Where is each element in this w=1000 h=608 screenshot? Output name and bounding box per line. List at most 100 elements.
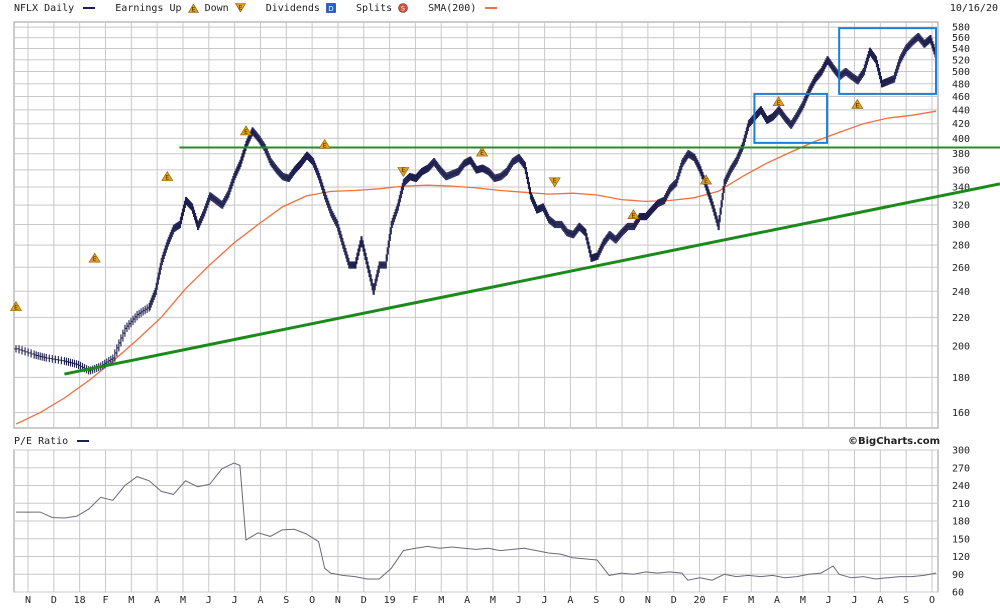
earnings-down-marker: E: [397, 167, 410, 178]
svg-text:E: E: [244, 129, 248, 136]
earnings-up-icon: E: [187, 3, 199, 14]
earnings-up-marker: E: [627, 209, 640, 220]
x-tick-label: S: [593, 595, 599, 606]
x-tick-label: M: [438, 595, 444, 606]
legend-dividends-label: Dividends: [265, 3, 320, 14]
price-y-tick-label: 460: [952, 92, 970, 103]
pe-panel-label: P/E Ratio: [14, 436, 69, 447]
x-tick-label: M: [180, 595, 186, 606]
legend-down-label: Down: [204, 3, 229, 14]
dividends-icon: D: [326, 3, 336, 13]
x-tick-label: J: [542, 595, 548, 606]
x-tick-label: N: [335, 595, 341, 606]
sma200-line: [15, 110, 937, 425]
x-tick-label: M: [748, 595, 754, 606]
legend-earnings: Earnings Up E Down E: [115, 3, 251, 14]
price-y-tick-label: 560: [952, 33, 970, 44]
pe-y-tick-label: 180: [952, 517, 970, 528]
price-y-tick-label: 500: [952, 67, 970, 78]
pe-y-tick-label: 270: [952, 463, 970, 474]
svg-text:E: E: [855, 102, 859, 109]
price-y-tick-label: 320: [952, 201, 970, 212]
svg-text:E: E: [93, 256, 97, 263]
price-y-tick-label: 580: [952, 23, 970, 34]
price-y-tick-label: 440: [952, 105, 970, 116]
price-plot-area: [14, 32, 937, 425]
pe-y-tick-label: 120: [952, 552, 970, 563]
price-y-tick-label: 520: [952, 55, 970, 66]
svg-text:E: E: [323, 142, 327, 149]
pe-ratio-line: [16, 462, 937, 581]
pe-y-tick-label: 60: [952, 588, 964, 599]
svg-text:E: E: [191, 7, 195, 13]
earnings-down-icon: E: [234, 3, 246, 13]
support-trendline: [64, 182, 1000, 376]
earnings-up-marker: E: [476, 146, 489, 157]
pe-y-tick-label: 90: [952, 570, 964, 581]
x-tick-label: 20: [694, 595, 706, 606]
pe-y-tick-label: 150: [952, 534, 970, 545]
x-tick-label: J: [206, 595, 212, 606]
pe-y-tick-label: 240: [952, 481, 970, 492]
price-bars: [14, 32, 937, 375]
x-tick-label: N: [645, 595, 651, 606]
x-tick-label: O: [309, 595, 315, 606]
x-tick-label: A: [774, 595, 780, 606]
legend-price-swatch: [83, 7, 96, 9]
highlight-box: [753, 92, 829, 144]
x-tick-label: D: [51, 595, 57, 606]
svg-text:S: S: [401, 5, 405, 13]
legend-earnings-up-label: Earnings Up: [115, 3, 182, 14]
x-tick-label: F: [412, 595, 418, 606]
x-tick-label: N: [25, 595, 31, 606]
legend-dividends: Dividends D: [266, 3, 342, 14]
pe-y-tick-label: 210: [952, 499, 970, 510]
svg-text:E: E: [704, 178, 708, 185]
x-tick-label: F: [722, 595, 728, 606]
svg-text:D: D: [328, 5, 333, 13]
svg-text:E: E: [401, 167, 405, 174]
price-y-tick-label: 540: [952, 44, 970, 55]
x-tick-label: A: [154, 595, 160, 606]
price-y-tick-label: 200: [952, 341, 970, 352]
price-y-tick-label: 220: [952, 313, 970, 324]
price-y-tick-label: 180: [952, 373, 970, 384]
earnings-down-marker: E: [548, 177, 561, 188]
earnings-up-marker: E: [239, 125, 253, 136]
x-tick-label: 19: [384, 595, 396, 606]
x-tick-label: J: [851, 595, 857, 606]
legend-splits-label: Splits: [355, 3, 393, 14]
price-y-tick-label: 340: [952, 182, 970, 193]
price-y-tick-label: 420: [952, 119, 970, 130]
legend-splits: Splits S: [356, 3, 414, 14]
x-tick-label: 18: [74, 595, 86, 606]
x-tick-label: A: [257, 595, 263, 606]
price-y-tick-label: 160: [952, 408, 970, 419]
earnings-up-marker: E: [88, 252, 101, 263]
x-tick-label: A: [567, 595, 573, 606]
price-y-tick-label: 480: [952, 79, 970, 90]
svg-text:E: E: [553, 177, 557, 184]
price-y-tick-label: 240: [952, 287, 970, 298]
price-y-tick-label: 400: [952, 134, 970, 145]
x-tick-label: M: [490, 595, 496, 606]
chart-date: 10/16/20: [949, 3, 998, 14]
legend-sma-swatch: [485, 7, 498, 9]
earnings-up-marker: E: [161, 171, 174, 182]
x-tick-label: J: [826, 595, 832, 606]
svg-text:E: E: [165, 175, 169, 182]
earnings-up-marker: E: [318, 138, 331, 149]
svg-text:E: E: [631, 213, 635, 220]
price-y-tick-label: 280: [952, 241, 970, 252]
earnings-up-marker: E: [851, 98, 864, 109]
pe-y-tick-label: 300: [952, 446, 970, 457]
legend-sma: SMA(200): [428, 3, 498, 14]
x-tick-label: J: [232, 595, 238, 606]
svg-text:E: E: [777, 100, 781, 107]
x-tick-label: D: [671, 595, 677, 606]
x-tick-label: O: [619, 595, 625, 606]
x-tick-label: A: [464, 595, 470, 606]
price-y-tick-label: 260: [952, 263, 970, 274]
svg-text:E: E: [480, 150, 484, 157]
